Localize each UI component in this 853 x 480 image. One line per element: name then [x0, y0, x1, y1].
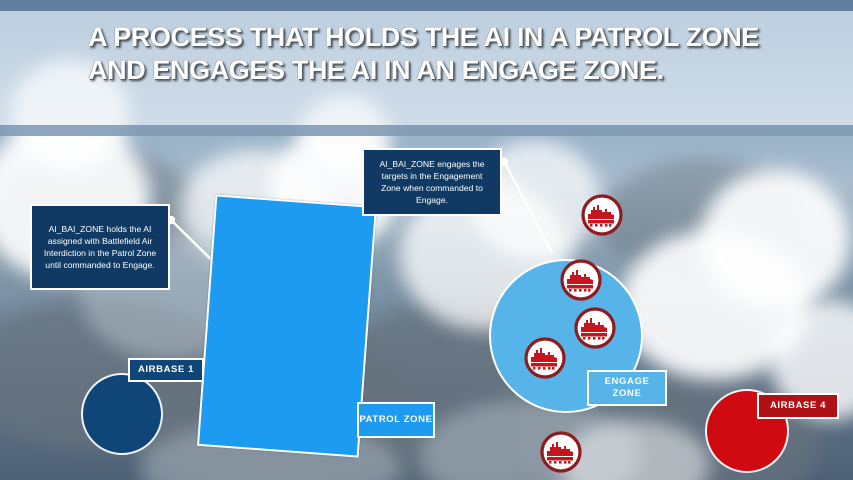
page-title: A PROCESS THAT HOLDS THE AI IN A PATROL …	[88, 22, 759, 86]
ground-target-icon[interactable]	[559, 258, 603, 302]
cloud-shape	[700, 170, 850, 310]
airbase-1-circle[interactable]	[81, 373, 163, 455]
airbase-4-label[interactable]: AIRBASE 4	[757, 393, 839, 419]
airbase-1-label[interactable]: AIRBASE 1	[128, 358, 204, 382]
engage-callout-text: AI_BAI_ZONE engages the targets in the E…	[379, 158, 485, 206]
ground-target-icon[interactable]	[523, 336, 567, 380]
patrol-callout-box[interactable]: AI_BAI_ZONE holds the AI assigned with B…	[30, 204, 170, 290]
patrol-zone-rectangle[interactable]	[196, 194, 378, 458]
title-band-bottom-strip	[0, 125, 853, 136]
ground-target-icon[interactable]	[539, 430, 583, 474]
patrol-zone-label[interactable]: PATROL ZONE	[357, 402, 435, 438]
ground-target-icon[interactable]	[573, 306, 617, 350]
title-band	[0, 0, 853, 136]
patrol-callout-text: AI_BAI_ZONE holds the AI assigned with B…	[43, 223, 157, 271]
ground-target-icon[interactable]	[580, 193, 624, 237]
engage-callout-box[interactable]: AI_BAI_ZONE engages the targets in the E…	[362, 148, 502, 216]
title-band-top-strip	[0, 0, 853, 11]
engage-zone-label[interactable]: ENGAGE ZONE	[587, 370, 667, 406]
